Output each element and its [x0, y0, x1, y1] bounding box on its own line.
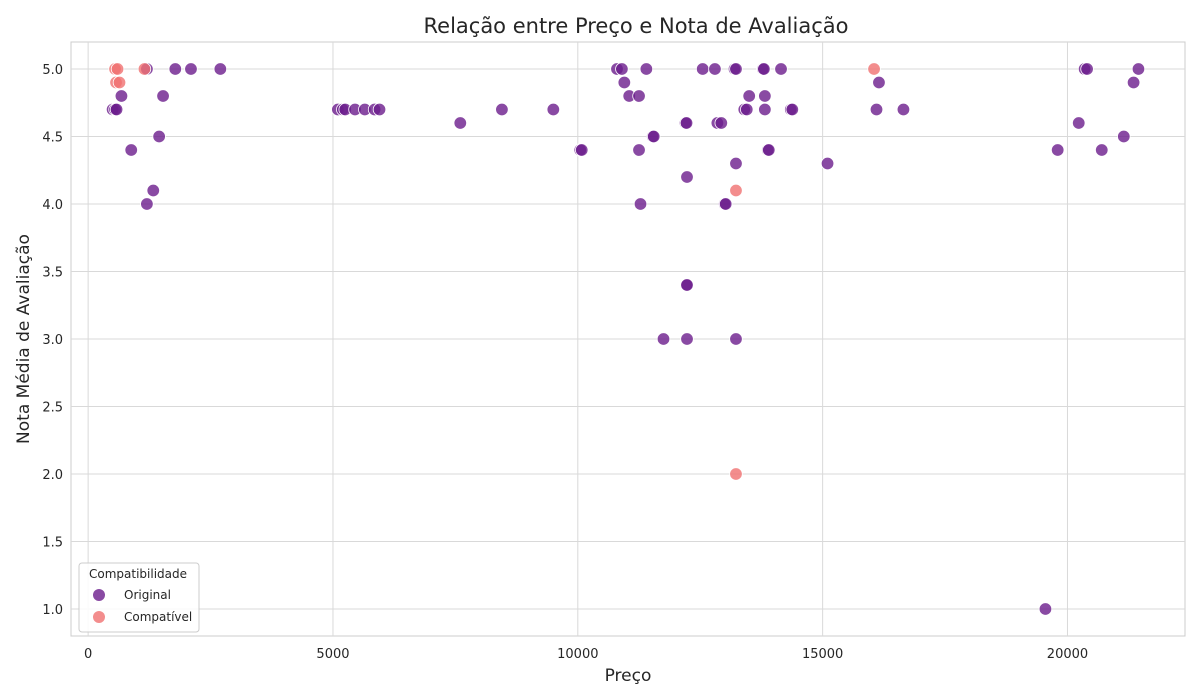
legend-label-compativel: Compatível: [124, 610, 192, 624]
data-point-original: [785, 102, 799, 117]
data-point-original: [495, 102, 509, 117]
data-point-original: [1131, 62, 1146, 76]
data-point-compativel: [110, 62, 125, 76]
y-tick-label: 5.0: [42, 63, 63, 78]
data-point-original: [1080, 62, 1094, 76]
data-point-original: [1117, 129, 1131, 144]
data-point-original: [774, 62, 788, 76]
data-point-original: [1072, 116, 1086, 130]
chart-title: Relação entre Preço e Nota de Avaliação: [424, 14, 849, 38]
data-point-original: [109, 102, 124, 117]
grid-lines: [71, 42, 1185, 636]
data-point-original: [615, 62, 629, 76]
data-point-original: [1126, 75, 1141, 90]
data-point-original: [372, 102, 387, 117]
data-point-original: [639, 62, 654, 76]
data-point-original: [632, 89, 646, 103]
data-point-original: [453, 116, 467, 130]
data-point-original: [758, 89, 772, 103]
data-point-compativel: [112, 75, 127, 90]
legend-marker-original: [93, 589, 105, 601]
data-point-original: [872, 75, 886, 90]
data-point-original: [729, 332, 743, 346]
data-point-original: [168, 62, 182, 76]
y-tick-label: 2.5: [42, 401, 63, 416]
data-point-original: [680, 278, 694, 292]
data-point-original: [124, 143, 138, 157]
data-point-original: [820, 156, 835, 171]
x-tick-labels: 0 5000 10000 15000 20000: [84, 647, 1088, 662]
data-point-original: [633, 197, 648, 211]
data-point-original: [729, 156, 743, 171]
data-point-original: [729, 62, 743, 76]
data-point-original: [695, 62, 710, 76]
x-tick-label: 5000: [316, 647, 349, 662]
data-point-original: [762, 143, 776, 157]
y-tick-label: 4.5: [42, 131, 63, 146]
data-point-original: [575, 143, 589, 157]
data-point-original: [896, 102, 911, 117]
x-tick-label: 15000: [802, 647, 843, 662]
legend-title: Compatibilidade: [89, 567, 187, 581]
data-point-original: [1038, 602, 1053, 616]
y-tick-label: 3.0: [42, 333, 63, 348]
data-point-original: [708, 62, 722, 76]
x-axis-label: Preço: [605, 666, 652, 686]
data-point-compativel: [729, 183, 743, 198]
data-point-original: [114, 89, 129, 103]
data-point-original: [869, 102, 884, 117]
data-point-original: [1050, 143, 1065, 157]
data-point-original: [680, 170, 694, 184]
data-point-original: [656, 332, 671, 346]
data-point-original: [617, 75, 632, 90]
data-point-original: [758, 102, 772, 117]
y-tick-labels: 1.0 1.5 2.0 2.5 3.0 3.5 4.0 4.5 5.0: [42, 63, 63, 618]
y-tick-label: 1.5: [42, 536, 63, 551]
data-point-original: [1095, 143, 1109, 157]
data-point-compativel: [729, 467, 743, 481]
data-point-original: [679, 116, 694, 130]
legend-marker-compativel: [93, 611, 105, 623]
y-tick-label: 4.0: [42, 198, 63, 213]
data-point-compativel: [137, 62, 152, 76]
data-point-original: [718, 197, 733, 211]
legend-label-original: Original: [124, 588, 171, 602]
x-tick-label: 10000: [557, 647, 598, 662]
data-point-original: [213, 62, 228, 76]
data-point-original: [184, 62, 198, 76]
data-point-original: [742, 89, 756, 103]
data-point-original: [632, 143, 646, 157]
data-point-compativel: [867, 62, 881, 76]
data-point-original: [714, 116, 728, 130]
data-point-original: [152, 129, 166, 144]
data-point-original: [156, 89, 170, 103]
data-point-original: [546, 102, 561, 117]
y-axis-label: Nota Média de Avaliação: [14, 234, 34, 444]
y-tick-label: 1.0: [42, 603, 63, 618]
y-tick-label: 2.0: [42, 468, 63, 483]
data-point-original: [740, 102, 754, 117]
data-points: [105, 62, 1146, 616]
x-tick-label: 20000: [1047, 647, 1088, 662]
data-point-original: [647, 129, 661, 144]
data-point-original: [140, 197, 154, 211]
legend-box: [78, 562, 200, 633]
data-point-original: [757, 62, 771, 76]
x-tick-label: 0: [84, 647, 92, 662]
legend: Compatibilidade Original Compatível: [78, 562, 200, 633]
data-point-original: [680, 332, 694, 346]
y-tick-label: 3.5: [42, 266, 63, 281]
data-point-original: [146, 183, 160, 198]
